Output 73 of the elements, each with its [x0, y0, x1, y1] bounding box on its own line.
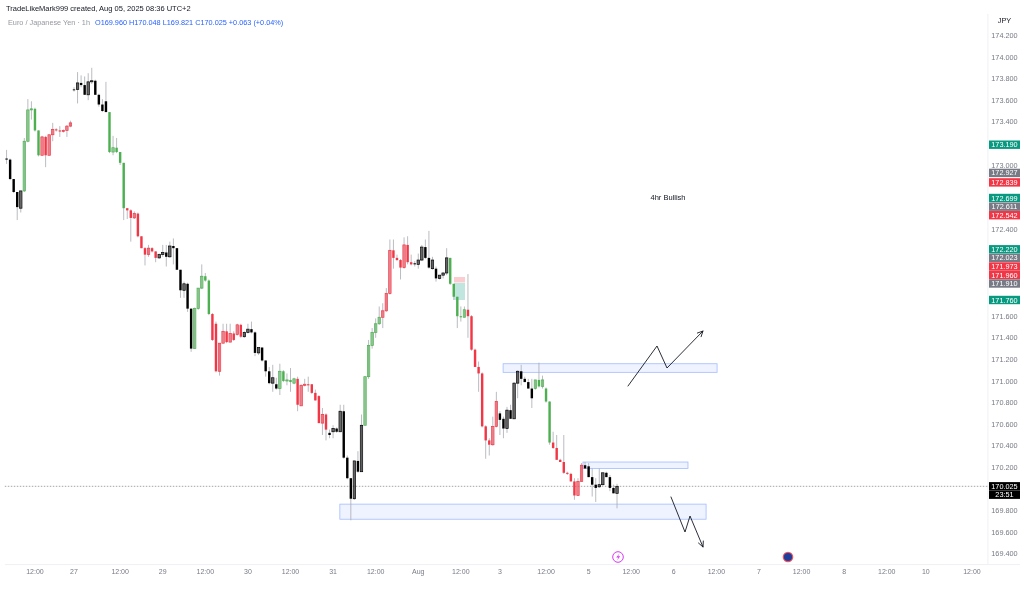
candlestick	[225, 323, 228, 344]
candlestick	[83, 76, 86, 96]
candlestick	[303, 378, 307, 387]
candlestick	[44, 135, 47, 168]
candlestick	[61, 128, 65, 133]
candlestick	[68, 120, 73, 128]
candlestick	[384, 287, 388, 313]
candlestick	[86, 72, 90, 101]
candlestick	[540, 375, 545, 389]
candlestick	[257, 347, 261, 356]
candlestick	[494, 391, 498, 428]
candlestick	[90, 67, 94, 85]
candlestick	[488, 437, 491, 456]
candlestick	[146, 244, 151, 258]
candlestick	[456, 296, 459, 329]
candlestick	[441, 271, 445, 279]
candlestick	[402, 236, 406, 270]
candlestick	[576, 477, 580, 496]
candlestick	[228, 323, 232, 343]
candlestick	[533, 379, 537, 391]
candlestick	[477, 361, 480, 393]
candlestick	[377, 306, 381, 326]
candlestick	[47, 134, 51, 156]
candlestick	[168, 241, 172, 259]
candlestick	[26, 98, 30, 143]
candlestick	[161, 244, 165, 258]
candlestick	[491, 416, 495, 447]
candlestick	[193, 307, 197, 349]
candlestick	[359, 414, 364, 473]
candlestick	[29, 100, 33, 121]
candlestick	[388, 239, 392, 295]
candlestick	[115, 137, 118, 154]
candlestick	[462, 306, 466, 318]
candlestick	[579, 462, 584, 482]
candlestick	[370, 327, 374, 349]
candlestick	[420, 244, 424, 262]
candlestick	[165, 244, 168, 267]
candlestick	[292, 377, 296, 385]
candlestick	[289, 367, 292, 393]
candlestick	[416, 253, 420, 270]
candlestick	[299, 383, 303, 407]
candlestick	[217, 342, 222, 376]
candlestick	[374, 317, 378, 339]
candlestick	[76, 71, 80, 104]
candlestick	[235, 323, 239, 337]
candlestick	[40, 135, 44, 156]
candlestick	[51, 122, 55, 142]
candlestick	[597, 468, 601, 489]
candlestick	[22, 137, 26, 193]
candlestick	[352, 460, 356, 501]
candlestick	[72, 86, 76, 92]
candlestick	[221, 323, 225, 344]
candlestick	[430, 256, 435, 271]
candlestick	[196, 287, 200, 311]
candlestick	[516, 369, 520, 399]
candlestick	[19, 190, 23, 213]
candlestick	[445, 247, 449, 276]
candlestick	[555, 434, 558, 461]
candlestick	[320, 407, 324, 436]
candlestick	[65, 124, 69, 138]
candlestick	[406, 235, 409, 265]
candlestick	[363, 376, 367, 426]
candlestick	[172, 238, 175, 265]
candlestick	[367, 339, 371, 380]
candlestick	[573, 477, 576, 501]
candlestick	[242, 330, 246, 339]
candlestick	[58, 125, 62, 138]
candlestick	[381, 302, 385, 329]
candlestick	[179, 269, 182, 299]
candlestick	[285, 373, 289, 386]
candlestick	[132, 211, 136, 220]
candlestick	[438, 274, 442, 280]
candlestick	[157, 253, 161, 260]
